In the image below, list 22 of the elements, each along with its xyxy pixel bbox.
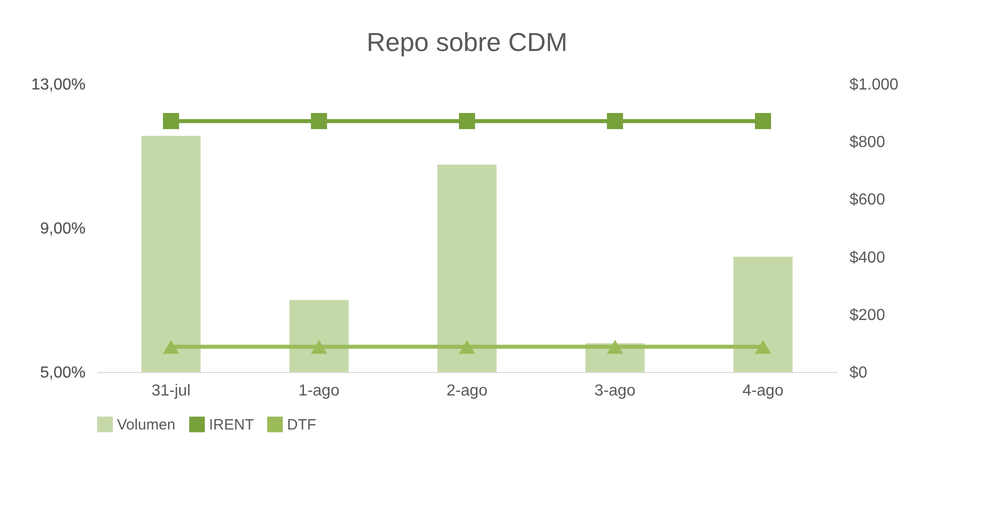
bar	[141, 136, 201, 372]
y2-tick-label: $200	[850, 306, 886, 324]
x-tick-label: 3-ago	[594, 382, 636, 400]
x-tick-label: 2-ago	[446, 382, 488, 400]
y2-tick-label: $800	[850, 134, 886, 152]
x-tick-label: 4-ago	[742, 382, 784, 400]
y2-tick-label: $600	[850, 192, 886, 209]
y-tick-label: 13,00%	[31, 76, 86, 94]
y-tick-label: 9,00%	[40, 220, 86, 238]
y2-tick-label: $400	[850, 249, 886, 266]
y-tick-label: 5,00%	[40, 364, 86, 382]
x-tick-label: 31-jul	[151, 382, 191, 400]
legend-label: DTF	[287, 416, 316, 434]
bar	[437, 164, 497, 372]
y2-tick-label: $1.000	[850, 76, 899, 94]
legend-label: IRENT	[209, 416, 254, 434]
y2-tick-label: $0	[850, 364, 868, 382]
bar	[289, 300, 349, 372]
bar	[733, 256, 793, 372]
legend-label: Volumen	[117, 416, 176, 434]
chart-title: Repo sobre CDM	[366, 27, 568, 57]
x-tick-label: 1-ago	[298, 382, 340, 400]
